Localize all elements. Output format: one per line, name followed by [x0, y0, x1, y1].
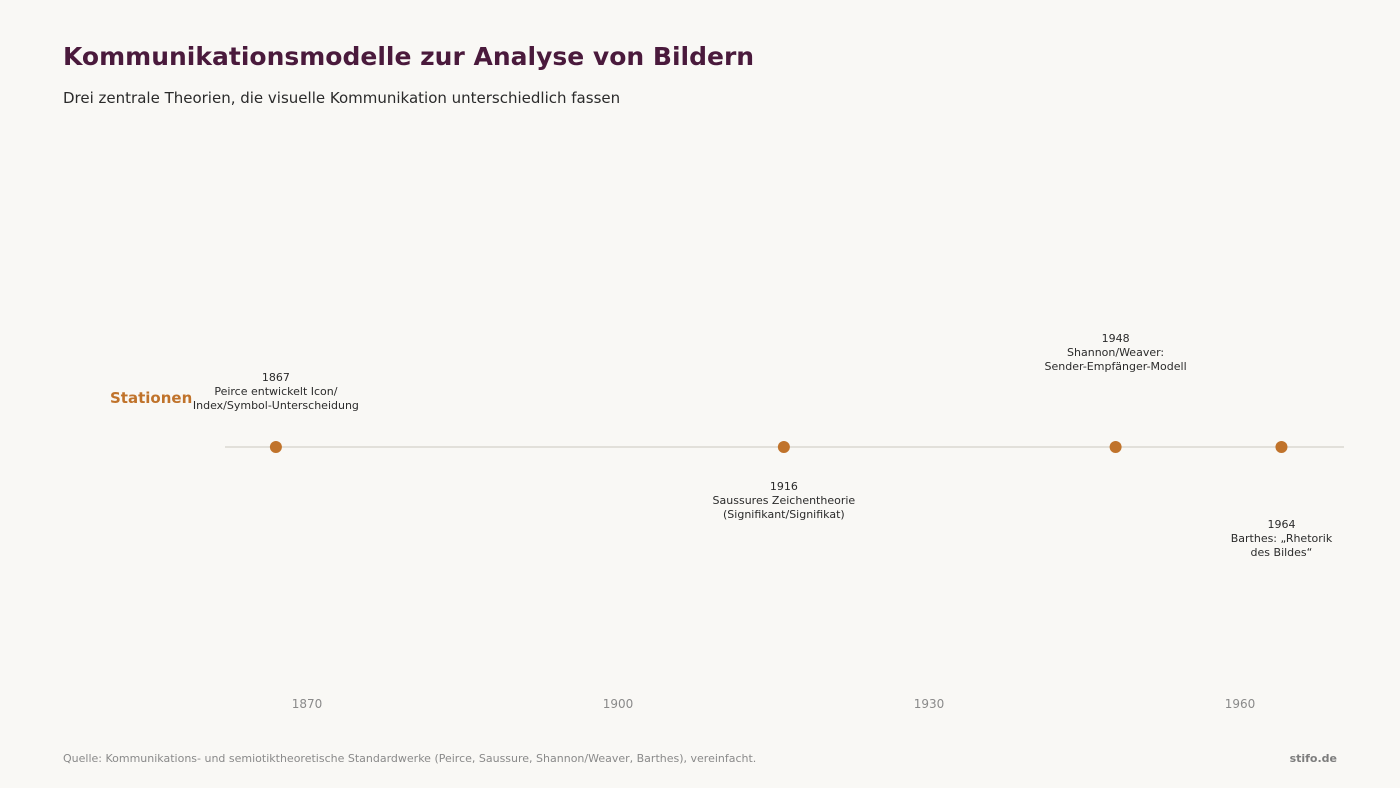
x-tick-label: 1900 [603, 697, 634, 711]
event-description-line: Sender-Empfänger-Modell [1045, 360, 1187, 373]
event-year: 1948 [1102, 332, 1130, 345]
event-description-line: Saussures Zeichentheorie [713, 494, 856, 507]
event-year: 1916 [770, 480, 798, 493]
event-description-line: Barthes: „Rhetorik [1231, 532, 1333, 545]
event-description-line: Index/Symbol-Unterscheidung [193, 399, 359, 412]
event-description-line: des Bildes“ [1251, 546, 1313, 559]
event-year: 1867 [262, 371, 290, 384]
timeline-events: 1867 Peirce entwickelt Icon/Index/Symbol-… [193, 332, 1333, 559]
event-label: 1964 Barthes: „Rhetorik des Bildes“ [1231, 518, 1333, 559]
x-axis-ticks: 1870 1900 1930 1960 [292, 697, 1256, 711]
event-description-line: (Signifikant/Signifikat) [723, 508, 845, 521]
source-note: Quelle: Kommunikations- und semiotiktheo… [63, 752, 757, 765]
x-tick-label: 1930 [914, 697, 945, 711]
event-marker [1109, 441, 1122, 453]
event-label: 1867 Peirce entwickelt Icon/Index/Symbol-… [193, 371, 359, 412]
event-marker [269, 441, 282, 453]
event-year: 1964 [1267, 518, 1295, 531]
event-label: 1916 Saussures Zeichentheorie (Signifikant… [713, 480, 856, 521]
event-label: 1948 Shannon/Weaver: Sender-Empfänger-Mode… [1045, 332, 1187, 373]
page-title: Kommunikationsmodelle zur Analyse von Bi… [63, 42, 755, 71]
event-marker [777, 441, 790, 453]
brand-label: stifo.de [1289, 752, 1337, 765]
lane-label: Stationen [110, 389, 192, 407]
x-tick-label: 1960 [1225, 697, 1256, 711]
event-description-line: Peirce entwickelt Icon/ [214, 385, 337, 398]
x-tick-label: 1870 [292, 697, 323, 711]
event-description-line: Shannon/Weaver: [1067, 346, 1164, 359]
event-marker [1275, 441, 1288, 453]
page-subtitle: Drei zentrale Theorien, die visuelle Kom… [63, 89, 621, 107]
